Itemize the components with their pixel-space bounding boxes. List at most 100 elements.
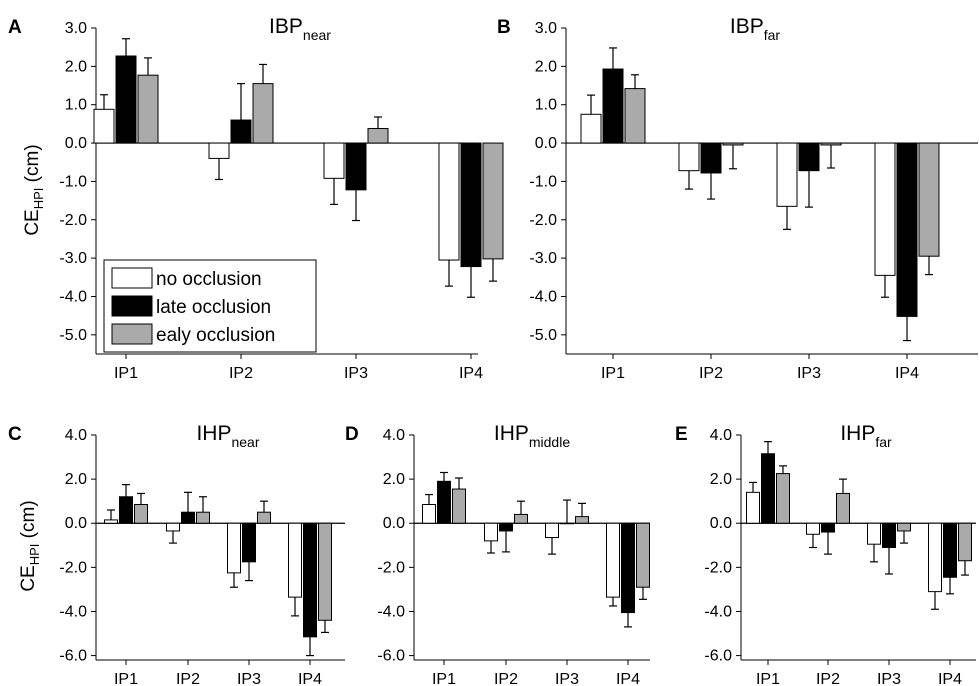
x-tick-label: IP2 — [229, 365, 253, 382]
y-tick-label: 4.0 — [65, 427, 87, 444]
x-tick-label: IP2 — [816, 671, 840, 686]
y-tick-label: 3.0 — [535, 20, 557, 37]
y-tick-label: -2.0 — [529, 212, 557, 229]
bar-no-occlusion — [484, 522, 498, 542]
bar-no-occlusion — [874, 142, 896, 276]
y-tick-label: -5.0 — [59, 327, 87, 344]
legend-swatch-no-occlusion — [111, 267, 153, 289]
panel-title: IBPfar — [730, 15, 781, 43]
y-tick-label: -4.0 — [59, 603, 87, 620]
panel-title: IHPnear — [196, 422, 259, 450]
x-tick-label: IP3 — [344, 365, 368, 382]
x-tick-label: IP2 — [176, 671, 200, 686]
bar-early-occlusion — [134, 503, 148, 524]
y-tick-label: -2.0 — [59, 559, 87, 576]
bar-no-occlusion — [867, 522, 881, 545]
bar-no-occlusion — [545, 522, 559, 539]
bar-late-occlusion — [499, 522, 513, 532]
bar-no-occlusion — [422, 503, 436, 524]
bar-late-occlusion — [602, 68, 624, 144]
y-tick-label: -3.0 — [59, 250, 87, 267]
panel-e: E IHPfar 4.0 2.0 0.0 -2.0 -4.0 -6.0 IP1 IP2 IP3 IP4 — [675, 422, 976, 686]
panel-letter: E — [675, 424, 688, 445]
y-tick-label: 2.0 — [535, 58, 557, 75]
bar-late-occlusion — [821, 522, 835, 533]
bar-no-occlusion — [606, 522, 620, 598]
x-tick-label: IP4 — [938, 671, 962, 686]
bar-early-occlusion — [367, 127, 389, 144]
title-subscript: near — [231, 434, 259, 450]
y-tick-label: 1.0 — [65, 97, 87, 114]
x-tick-label: IP1 — [756, 671, 780, 686]
y-tick-label: 0.0 — [383, 515, 405, 532]
bar-no-occlusion — [580, 113, 602, 144]
y-tick-label: -6.0 — [704, 648, 732, 665]
bar-no-occlusion — [93, 108, 115, 144]
y-tick-label: -4.0 — [59, 288, 87, 305]
bar-early-occlusion — [820, 142, 842, 146]
title-subscript: far — [764, 27, 781, 43]
y-tick-label: 0.0 — [65, 135, 87, 152]
x-tick-label: IP4 — [895, 365, 919, 382]
x-tick-label: IP2 — [699, 365, 723, 382]
bar-late-occlusion — [119, 496, 133, 524]
x-tick-label: IP4 — [616, 671, 640, 686]
legend-swatch-early-occlusion — [111, 323, 153, 345]
bar-no-occlusion — [746, 491, 760, 524]
legend-swatch-late-occlusion — [111, 295, 153, 317]
y-axis-label: CEHPI (cm) — [22, 144, 46, 235]
y-tick-label: -2.0 — [377, 559, 405, 576]
bar-late-occlusion — [242, 522, 256, 563]
bar-no-occlusion — [323, 142, 345, 179]
panel-title: IHPmiddle — [494, 422, 570, 450]
title-subscript: near — [303, 27, 331, 43]
bar-early-occlusion — [918, 142, 940, 257]
panel-letter: A — [8, 17, 22, 38]
panel-letter: C — [8, 424, 22, 445]
bar-early-occlusion — [958, 522, 972, 562]
bar-early-occlusion — [137, 74, 159, 144]
bar-no-occlusion — [928, 522, 942, 593]
y-tick-label: -2.0 — [59, 212, 87, 229]
title-main: IBP — [269, 15, 303, 38]
legend-label-late-occlusion: late occlusion — [156, 297, 271, 318]
bar-early-occlusion — [482, 142, 504, 260]
y-tick-label: -4.0 — [704, 603, 732, 620]
y-tick-label: 4.0 — [383, 427, 405, 444]
x-tick-label: IP2 — [494, 671, 518, 686]
y-tick-label: 2.0 — [383, 471, 405, 488]
x-tick-label: IP4 — [298, 671, 322, 686]
y-tick-label: -3.0 — [529, 250, 557, 267]
bar-late-occlusion — [882, 522, 896, 548]
bar-early-occlusion — [452, 488, 466, 524]
bar-no-occlusion — [438, 142, 460, 261]
y-tick-label: 2.0 — [710, 471, 732, 488]
bar-late-occlusion — [943, 522, 957, 578]
panel-b: B IBPfar 3.0 2.0 1.0 0.0 -1.0 -2.0 -3.0 -4.0 -5.0 I… — [497, 15, 978, 382]
bar-late-occlusion — [230, 119, 252, 144]
bar-late-occlusion — [621, 522, 635, 614]
x-tick-label: IP3 — [237, 671, 261, 686]
y-axis-label: CEHPI (cm) — [18, 500, 42, 591]
x-tick-label: IP3 — [877, 671, 901, 686]
bar-no-occlusion — [227, 522, 241, 574]
panel-letter: B — [497, 17, 511, 38]
title-main: IHP — [196, 422, 231, 445]
bar-no-occlusion — [104, 519, 118, 524]
y-tick-label: 0.0 — [535, 135, 557, 152]
bar-late-occlusion — [115, 55, 137, 144]
title-main: IHP — [494, 422, 529, 445]
y-tick-label: 1.0 — [535, 97, 557, 114]
bar-early-occlusion — [836, 492, 850, 524]
bar-early-occlusion — [624, 88, 646, 144]
panel-title: IHPfar — [840, 422, 892, 450]
legend: no occlusion late occlusion ealy occlusion — [103, 259, 317, 353]
bar-late-occlusion — [798, 142, 820, 172]
x-tick-label: IP1 — [601, 365, 625, 382]
bar-early-occlusion — [897, 522, 911, 532]
bar-late-occlusion — [303, 522, 317, 638]
bar-early-occlusion — [636, 522, 650, 588]
panel-letter: D — [345, 424, 359, 445]
y-tick-label: -4.0 — [377, 603, 405, 620]
y-tick-label: 2.0 — [65, 471, 87, 488]
